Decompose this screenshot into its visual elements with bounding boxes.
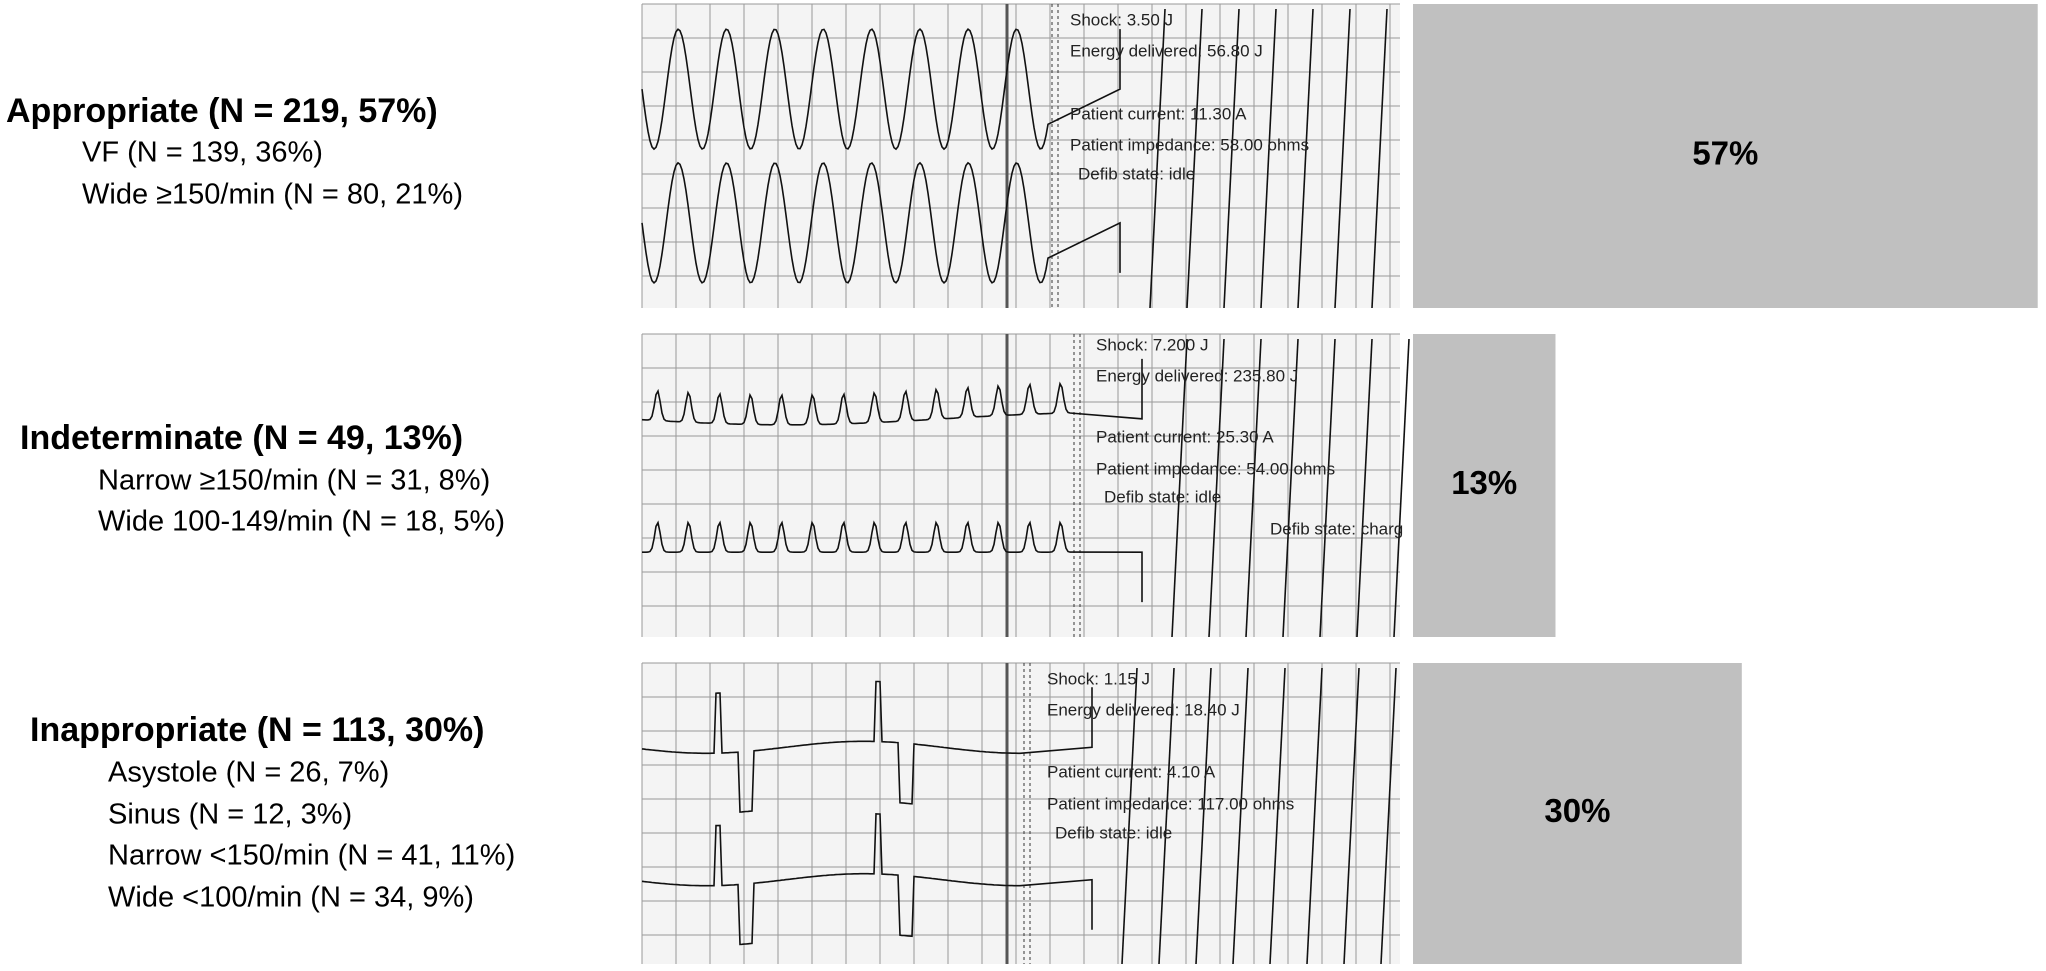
ecg-strip	[641, 662, 1400, 965]
group-item: Wide <100/min (N = 34, 9%)	[108, 882, 474, 914]
ecg-artifact	[1158, 667, 1175, 965]
ecg-artifact	[1380, 667, 1397, 965]
ecg-artifact	[1121, 667, 1138, 965]
ecg-artifact	[1149, 8, 1166, 309]
ecg-annotation: Energy delivered: 235.80 J	[1096, 366, 1298, 385]
bar-label: 30%	[1544, 792, 1610, 829]
group-item: Narrow ≥150/min (N = 31, 8%)	[98, 465, 490, 497]
ecg-annotation: Defib state: idle	[1104, 487, 1221, 506]
ecg-annotation: Defib state: charg	[1270, 519, 1403, 538]
ecg-strip	[641, 3, 1400, 309]
group-heading: Indeterminate (N = 49, 13%)	[20, 419, 463, 457]
bar-label: 13%	[1451, 464, 1517, 501]
ecg-artifact	[1186, 8, 1203, 309]
ecg-artifact	[1269, 667, 1286, 965]
ecg-artifact	[1171, 338, 1188, 638]
ecg-artifact	[1208, 338, 1225, 638]
ecg-trace	[641, 161, 1121, 285]
ecg-artifact	[1245, 338, 1262, 638]
ecg-annotation: Energy delivered: 18.40 J	[1047, 700, 1240, 719]
ecg-annotation: Patient impedance: 58.00 ohms	[1070, 135, 1309, 154]
ecg-artifact	[1371, 8, 1388, 309]
ecg-artifact	[1306, 667, 1323, 965]
ecg-annotation: Defib state: idle	[1078, 164, 1195, 183]
ecg-trace	[641, 813, 1093, 946]
bar	[1413, 663, 1742, 964]
ecg-background	[642, 4, 1400, 308]
ecg-annotation: Shock: 3.50 J	[1070, 10, 1173, 29]
group-item: VF (N = 139, 36%)	[82, 137, 323, 169]
ecg-annotation: Shock: 1.15 J	[1047, 669, 1150, 688]
ecg-artifact	[1343, 667, 1360, 965]
group-item: Narrow <150/min (N = 41, 11%)	[108, 840, 515, 872]
ecg-artifact	[1297, 8, 1314, 309]
ecg-artifact	[1356, 338, 1373, 638]
ecg-artifact	[1393, 338, 1410, 638]
ecg-background	[642, 334, 1400, 637]
ecg-artifact	[1282, 338, 1299, 638]
bar	[1413, 334, 1556, 637]
ecg-artifact	[1334, 8, 1351, 309]
group-heading: Appropriate (N = 219, 57%)	[6, 92, 438, 130]
group-item: Asystole (N = 26, 7%)	[108, 757, 389, 789]
group-heading: Inappropriate (N = 113, 30%)	[30, 711, 484, 749]
group-item: Wide 100-149/min (N = 18, 5%)	[98, 506, 505, 538]
bar	[1413, 4, 2038, 308]
ecg-annotation: Energy delivered: 56.80 J	[1070, 41, 1263, 60]
ecg-strip	[641, 333, 1410, 638]
group-item: Wide ≥150/min (N = 80, 21%)	[82, 179, 463, 211]
ecg-trace	[642, 520, 1143, 603]
ecg-annotation: Patient impedance: 117.00 ohms	[1047, 794, 1294, 813]
ecg-annotation: Shock: 7.200 J	[1096, 335, 1208, 354]
ecg-trace	[641, 358, 1143, 426]
ecg-artifact	[1223, 8, 1240, 309]
ecg-annotation: Patient impedance: 54.00 ohms	[1096, 459, 1335, 478]
ecg-artifact	[1260, 8, 1277, 309]
bar-label: 57%	[1692, 135, 1758, 172]
ecg-artifact	[1232, 667, 1249, 965]
ecg-annotation: Patient current: 11.30 A	[1070, 104, 1247, 123]
group-item: Sinus (N = 12, 3%)	[108, 799, 352, 831]
ecg-artifact	[1195, 667, 1212, 965]
ecg-artifact	[1319, 338, 1336, 638]
ecg-trace	[641, 680, 1093, 813]
ecg-background	[642, 663, 1400, 964]
ecg-annotation: Defib state: idle	[1055, 823, 1172, 842]
ecg-trace	[641, 27, 1121, 151]
ecg-annotation: Patient current: 4.10 A	[1047, 762, 1216, 781]
ecg-annotation: Patient current: 25.30 A	[1096, 427, 1274, 446]
